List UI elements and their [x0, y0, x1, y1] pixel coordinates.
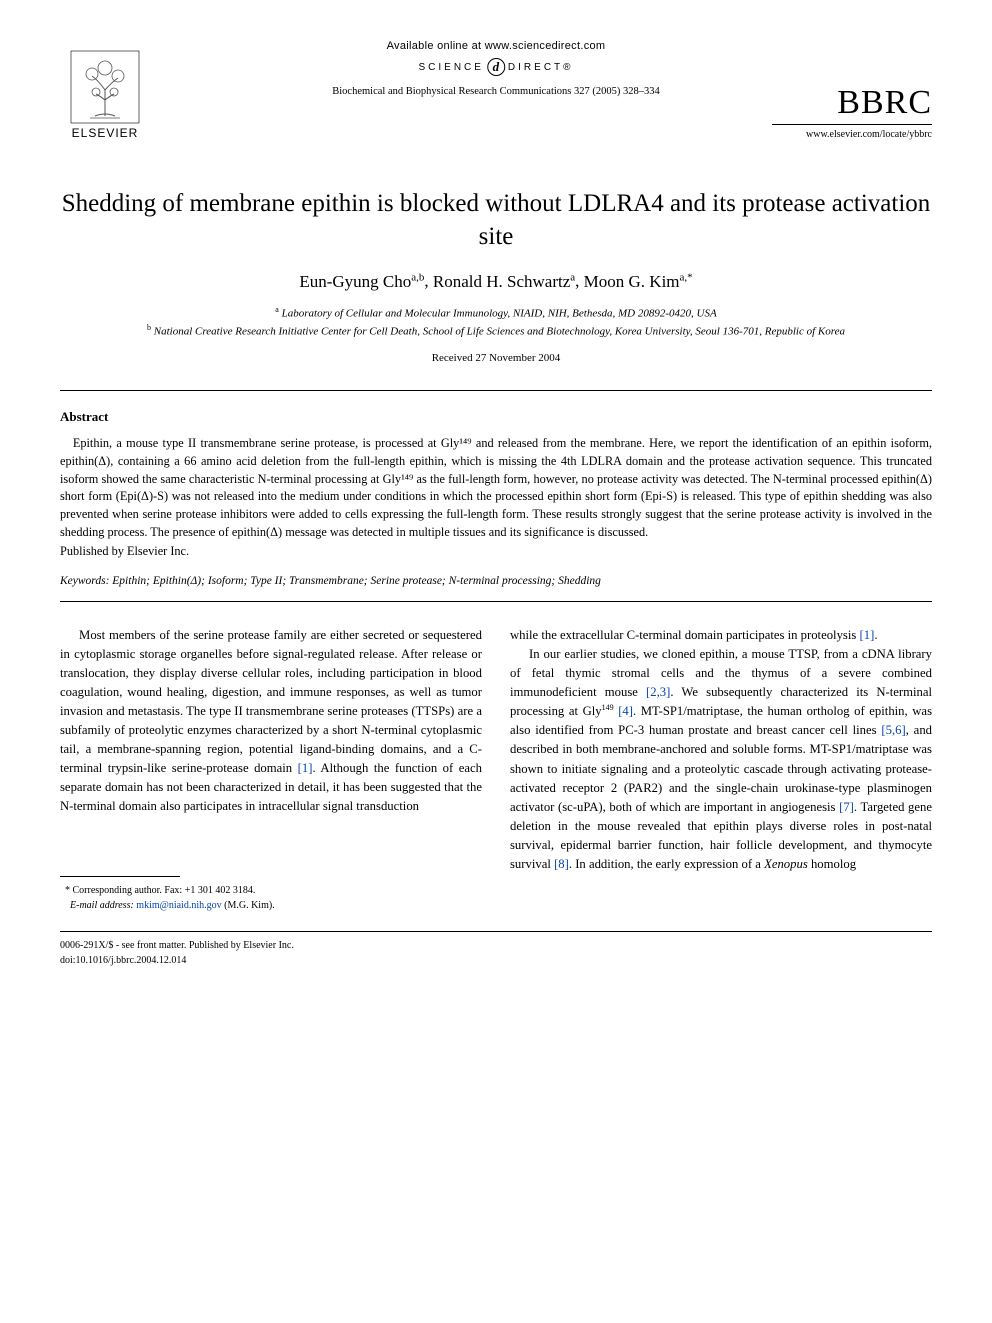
author-2: Ronald H. Schwartza: [433, 272, 575, 291]
body-columns: Most members of the serine protease fami…: [60, 626, 932, 913]
sciencedirect-left: SCIENCE: [418, 62, 483, 73]
col2-para1: while the extracellular C-terminal domai…: [510, 626, 932, 645]
col2-para2: In our earlier studies, we cloned epithi…: [510, 645, 932, 874]
available-online-text: Available online at www.sciencedirect.co…: [332, 40, 659, 52]
affiliation-b: b National Creative Research Initiative …: [60, 322, 932, 340]
footer-line1: 0006-291X/$ - see front matter. Publishe…: [60, 938, 932, 953]
abstract-publisher: Published by Elsevier Inc.: [60, 544, 932, 559]
elsevier-block: ELSEVIER: [60, 50, 150, 140]
ref-link-7[interactable]: [7]: [839, 800, 854, 814]
abstract-heading: Abstract: [60, 409, 932, 425]
footer-rule: [60, 931, 932, 932]
abstract-bottom-rule: [60, 601, 932, 602]
bbrc-rule: [772, 124, 932, 125]
bbrc-block: BBRC www.elsevier.com/locate/ybbrc: [772, 84, 932, 140]
email-label: E-mail address:: [70, 900, 134, 911]
sciencedirect-d-icon: d: [487, 58, 505, 76]
ref-link-1b[interactable]: [1]: [860, 628, 875, 642]
journal-reference: Biochemical and Biophysical Research Com…: [332, 86, 659, 97]
elsevier-tree-icon: [70, 50, 140, 124]
keywords: Keywords: Epithin; Epithin(Δ); Isoform; …: [60, 575, 932, 587]
sciencedirect-right: DIRECT®: [508, 62, 574, 73]
bbrc-logo: BBRC: [772, 84, 932, 122]
sciencedirect-logo: SCIENCE d DIRECT®: [332, 58, 659, 76]
abstract-text: Epithin, a mouse type II transmembrane s…: [60, 435, 932, 542]
center-availability: Available online at www.sciencedirect.co…: [332, 40, 659, 97]
corresponding-author: * Corresponding author. Fax: +1 301 402 …: [60, 883, 482, 913]
header: ELSEVIER Available online at www.science…: [60, 50, 932, 140]
received-date: Received 27 November 2004: [60, 352, 932, 364]
ref-link-1[interactable]: [1]: [298, 761, 313, 775]
column-left: Most members of the serine protease fami…: [60, 626, 482, 913]
email-link[interactable]: mkim@niaid.nih.gov: [136, 900, 221, 911]
footer-meta: 0006-291X/$ - see front matter. Publishe…: [60, 938, 932, 968]
footnote-rule: [60, 876, 180, 877]
affiliation-a: a Laboratory of Cellular and Molecular I…: [60, 304, 932, 322]
elsevier-name: ELSEVIER: [72, 126, 139, 140]
xenopus-italic: Xenopus: [764, 857, 808, 871]
ref-link-4[interactable]: [4]: [618, 704, 633, 718]
keywords-list: Epithin; Epithin(Δ); Isoform; Type II; T…: [112, 575, 601, 587]
keywords-label: Keywords:: [60, 575, 109, 587]
email-person: (M.G. Kim).: [224, 900, 275, 911]
bbrc-url: www.elsevier.com/locate/ybbrc: [772, 129, 932, 140]
author-3: Moon G. Kima,*: [584, 272, 693, 291]
corr-text: Corresponding author. Fax: +1 301 402 31…: [73, 885, 256, 896]
ref-link-23[interactable]: [2,3]: [646, 685, 670, 699]
ref-link-56[interactable]: [5,6]: [881, 723, 905, 737]
abstract-top-rule: [60, 390, 932, 391]
article-title: Shedding of membrane epithin is blocked …: [60, 188, 932, 253]
col1-para1: Most members of the serine protease fami…: [60, 626, 482, 816]
footer-line2: doi:10.1016/j.bbrc.2004.12.014: [60, 953, 932, 968]
ref-link-8[interactable]: [8]: [554, 857, 569, 871]
authors: Eun-Gyung Choa,b, Ronald H. Schwartza, M…: [60, 271, 932, 292]
affiliations: a Laboratory of Cellular and Molecular I…: [60, 304, 932, 340]
author-1: Eun-Gyung Choa,b: [299, 272, 424, 291]
column-right: while the extracellular C-terminal domai…: [510, 626, 932, 913]
